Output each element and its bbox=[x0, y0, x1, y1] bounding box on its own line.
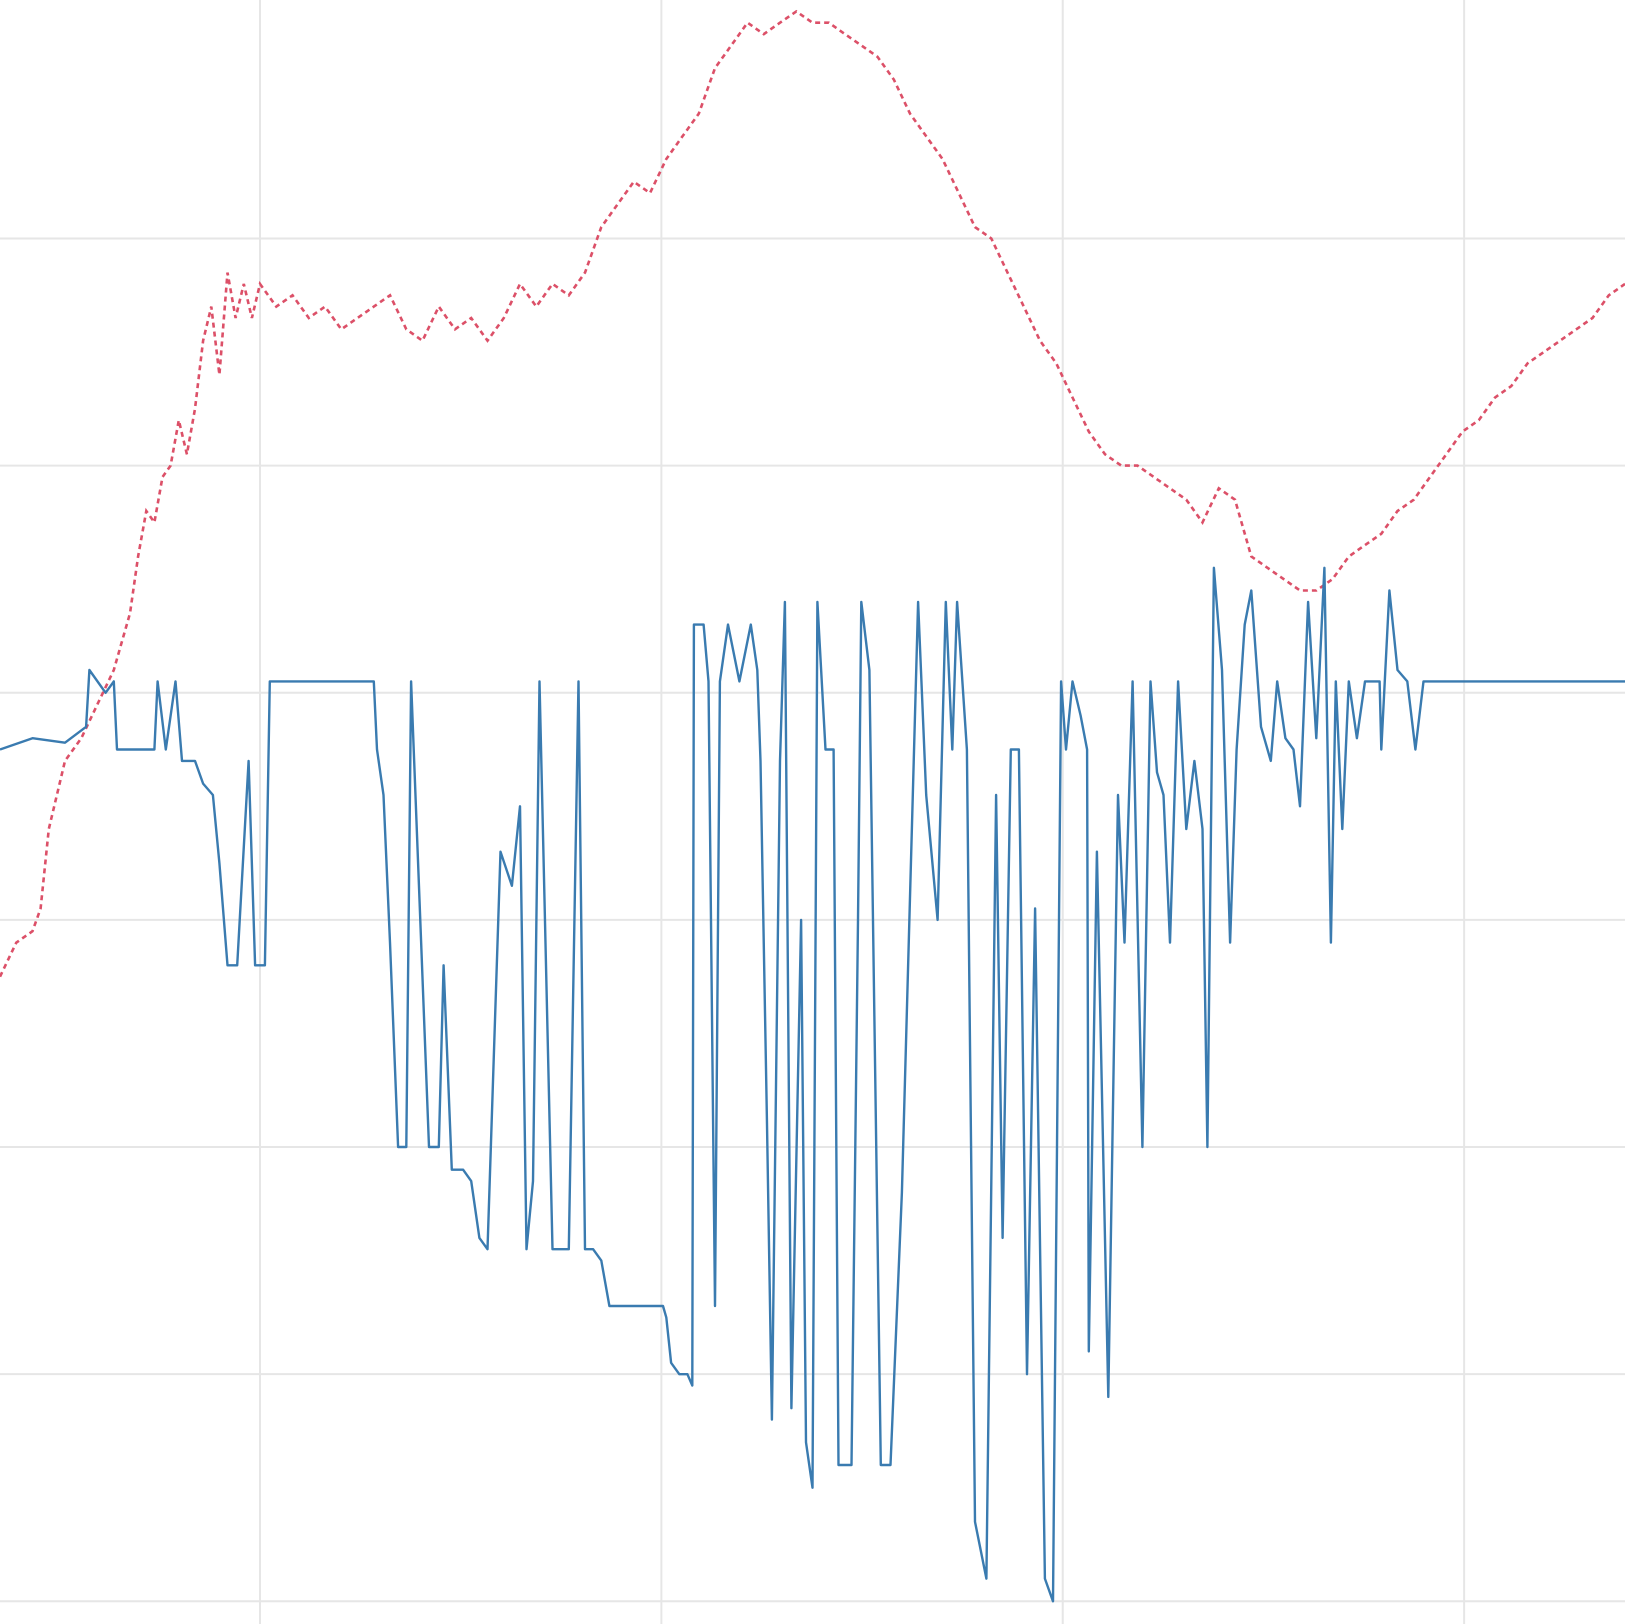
series-line-solid bbox=[0, 566, 1625, 1603]
series-layer bbox=[0, 9, 1625, 1603]
series-line-dashed bbox=[0, 9, 1625, 978]
